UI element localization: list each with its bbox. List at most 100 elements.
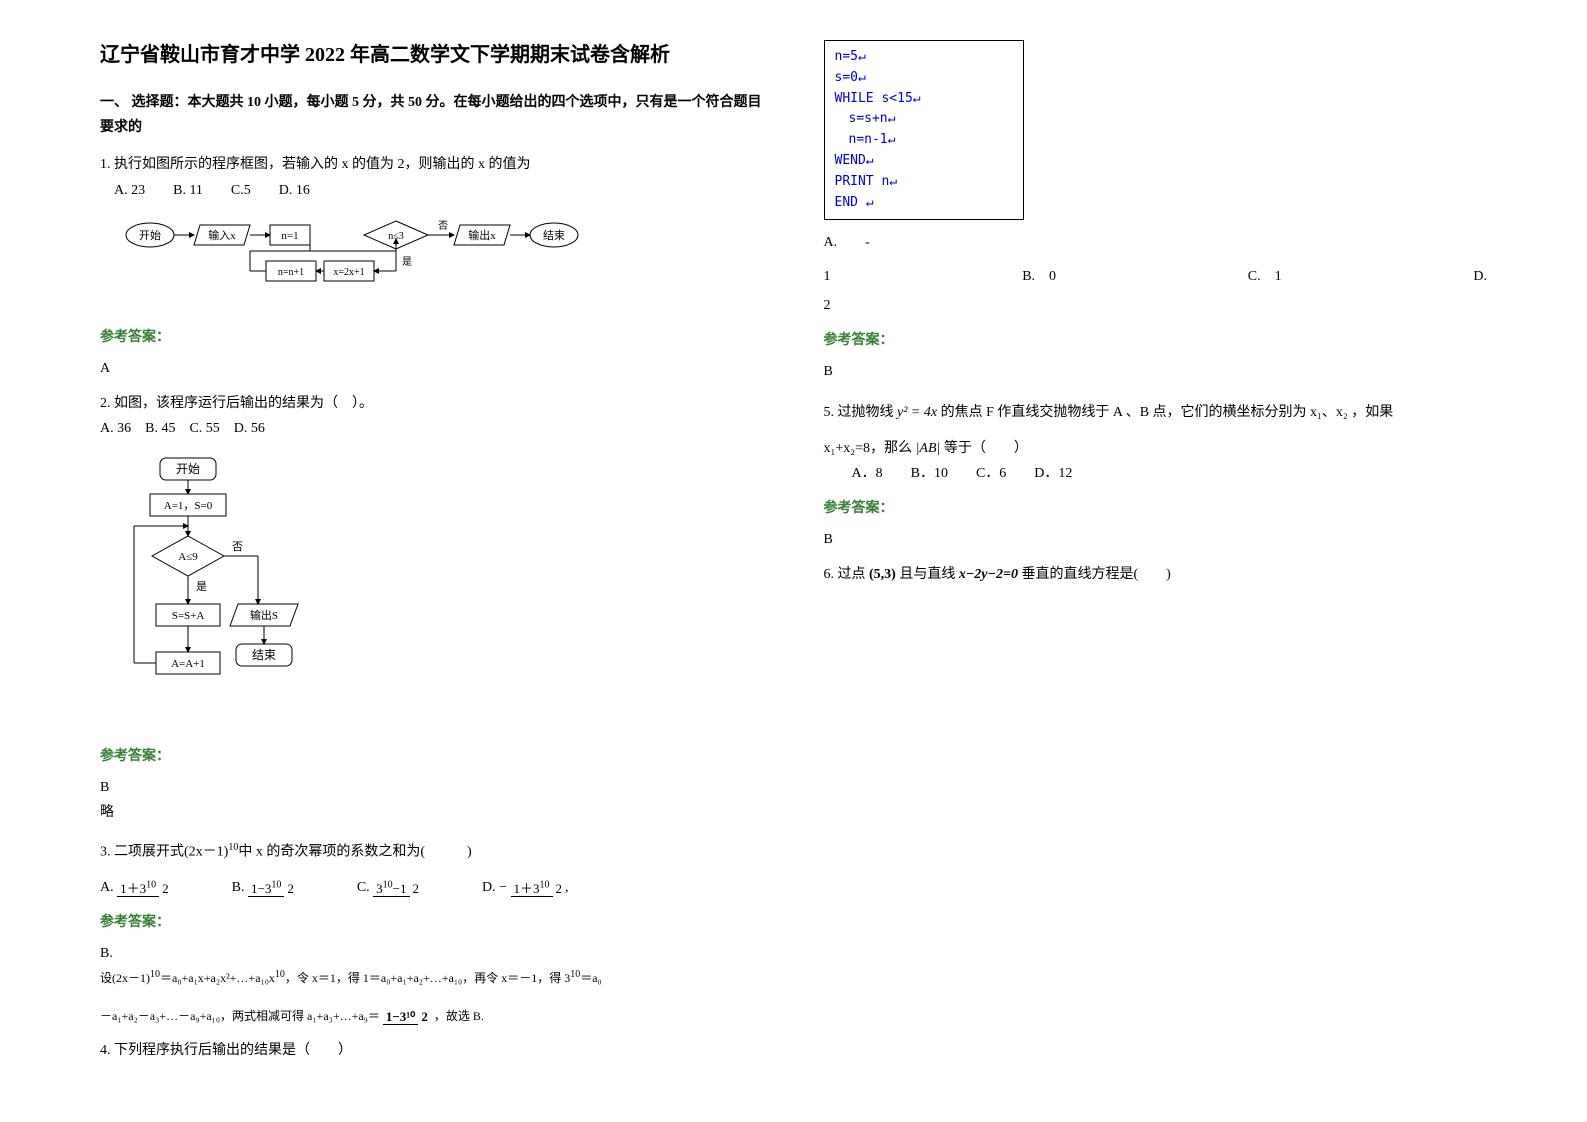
code-l3: WHILE s<15↵ xyxy=(835,89,1013,110)
q2-flow-output: 输出S xyxy=(250,608,278,622)
q3-answer: B. xyxy=(100,941,764,966)
q3-a-den: 2 xyxy=(159,881,172,896)
q6-line: x−2y−2=0 xyxy=(959,567,1018,582)
q3-e1s1: 10 xyxy=(150,969,160,980)
q4-opt-a2: 1 xyxy=(824,264,831,289)
q2-options: A. 36 B. 45 C. 55 D. 56 xyxy=(100,416,764,441)
code-l5: n=n-1↵ xyxy=(835,130,1013,151)
q3-b-num: 1−3 xyxy=(251,881,271,896)
q3-b-den: 2 xyxy=(284,881,297,896)
question-5: 5. 过抛物线 y² = 4x 的焦点 F 作直线交抛物线于 A 、B 点，它们… xyxy=(824,400,1488,425)
q2-flow-end: 结束 xyxy=(252,648,276,662)
q3-opt-d-pre: D. − xyxy=(482,880,507,895)
q3-a-num: 1＋3 xyxy=(120,881,146,896)
q4-opt-b: B. 0 xyxy=(1022,264,1056,289)
flow-output: 输出x xyxy=(468,228,496,242)
q5-options: A．8 B．10 C．6 D．12 xyxy=(824,461,1488,486)
q4-answer: B xyxy=(824,359,1488,384)
q5-text-b: 的焦点 F 作直线交抛物线于 A 、B 点，它们的横坐标分别为 x₁、x₂ ，如… xyxy=(941,405,1394,420)
q3-e1d: ＝a₀ xyxy=(580,971,602,985)
q3-e1b: ＝a₀+a₁x+a₂x²+…+a₁₀x xyxy=(160,971,275,985)
q3-explanation-1: 设(2x－1)10＝a₀+a₁x+a₂x²+…+a₁₀x10，令 x＝1，得 1… xyxy=(100,966,764,990)
q2-flow-no: 否 xyxy=(232,541,243,553)
question-3: 3. 二项展开式(2x－1)10中 x 的奇次幂项的系数之和为( ) xyxy=(100,839,764,865)
q2-flow-sadd: S=S+A xyxy=(172,610,205,622)
q1-answer-label: 参考答案： xyxy=(100,325,764,350)
q6-text-c: 垂直的直线方程是( ) xyxy=(1022,567,1171,582)
q3-e1s2: 10 xyxy=(275,969,285,980)
q5-text2-b: 等于（ ） xyxy=(944,441,1028,456)
q1-answer: A xyxy=(100,356,764,381)
section-1-header: 一、 选择题：本大题共 10 小题，每小题 5 分，共 50 分。在每小题给出的… xyxy=(100,90,764,140)
q3-opt-b: B. 1−3102 xyxy=(232,875,297,900)
q3-explanation-2: －a₁+a₂－a₃+…－a₉+a₁₀，两式相减可得 a₁+a₃+…+a₉＝ 1−… xyxy=(100,1006,764,1028)
q3-c-den: 2 xyxy=(410,881,423,896)
q1-options: A. 23 B. 11 C.5 D. 16 xyxy=(100,178,764,203)
q5-answer-label: 参考答案： xyxy=(824,496,1488,521)
q5-parabola: y² = 4x xyxy=(897,405,937,420)
q1-text: 1. 执行如图所示的程序框图，若输入的 x 的值为 2，则输出的 x 的值为 xyxy=(100,152,764,177)
q5-text2-a: x₁+x₂=8，那么 xyxy=(824,441,913,456)
q3-e2-num: 1−3¹⁰ xyxy=(383,1009,419,1025)
q1-flowchart: 开始 输入x n=1 n≤3 否 输出x 结束 是 xyxy=(120,215,764,305)
q6-text-b: 且与直线 xyxy=(899,567,955,582)
code-l7: PRINT n↵ xyxy=(835,172,1013,193)
q3-e1c: ，令 x＝1，得 1＝a₀+a₁+a₂+…+a₁₀，再令 x＝－1，得 3 xyxy=(285,971,570,985)
q3-opt-d: D. − 1＋3102, xyxy=(482,875,569,900)
q4-code-box: n=5↵ s=0↵ WHILE s<15↵ s=s+n↵ n=n-1↵ WEND… xyxy=(824,40,1024,220)
q3-opt-b-pre: B. xyxy=(232,880,245,895)
flow-yes: 是 xyxy=(402,256,412,268)
q3-b-sup: 10 xyxy=(271,879,281,890)
question-2: 2. 如图，该程序运行后输出的结果为（ ）。 A. 36 B. 45 C. 55… xyxy=(100,391,764,441)
q3-opt-a: A. 1＋3102 xyxy=(100,875,172,900)
q3-opt-c: C. 310−12 xyxy=(357,875,422,900)
code-l1: n=5↵ xyxy=(835,47,1013,68)
q5-answer: B xyxy=(824,527,1488,552)
q3-text-a: 3. 二项展开式(2x－1) xyxy=(100,845,228,860)
q3-exp: 10 xyxy=(228,842,238,853)
q3-a-sup: 10 xyxy=(146,879,156,890)
q3-c-sup: 10 xyxy=(383,879,393,890)
question-4: 4. 下列程序执行后输出的结果是（ ） xyxy=(100,1038,764,1063)
q4-opt-d: D. xyxy=(1473,264,1487,289)
q4-opt-d2: 2 xyxy=(824,293,1488,318)
flow-xop: x=2x+1 xyxy=(333,267,364,278)
q2-flow-start: 开始 xyxy=(176,462,200,476)
code-l8: END ↵ xyxy=(835,193,1013,214)
q2-flow-cond: A≤9 xyxy=(178,551,198,563)
q4-opt-c: C. 1 xyxy=(1248,264,1282,289)
q3-options: A. 1＋3102 B. 1−3102 C. 310−12 D. − 1＋310… xyxy=(100,875,764,900)
q2-text: 2. 如图，该程序运行后输出的结果为（ ）。 xyxy=(100,391,764,416)
document-title: 辽宁省鞍山市育才中学 2022 年高二数学文下学期期末试卷含解析 xyxy=(100,40,764,70)
flow-no: 否 xyxy=(438,220,448,232)
q3-e2-den: 2 xyxy=(418,1009,431,1024)
q3-e1s3: 10 xyxy=(570,969,580,980)
q3-d-sup: 10 xyxy=(540,879,550,890)
q6-point: (5,3) xyxy=(869,567,896,582)
q6-text-a: 6. 过点 xyxy=(824,567,866,582)
q4-options: 1 B. 0 C. 1 D. xyxy=(824,264,1488,289)
q5-ab: |AB| xyxy=(916,441,941,456)
q3-e2a: －a₁+a₂－a₃+…－a₉+a₁₀，两式相减可得 a₁+a₃+…+a₉＝ xyxy=(100,1009,380,1023)
code-l6: WEND↵ xyxy=(835,151,1013,172)
q4-opt-a: A. - xyxy=(824,230,1488,255)
q2-flow-init: A=1，S=0 xyxy=(164,500,213,512)
q3-e1a: 设(2x－1) xyxy=(100,971,150,985)
q2-answer-label: 参考答案： xyxy=(100,744,764,769)
q3-e2b: ，故选 B. xyxy=(434,1009,484,1023)
flow-input: 输入x xyxy=(208,228,236,242)
flow-cond: n≤3 xyxy=(388,231,404,242)
q3-opt-a-pre: A. xyxy=(100,880,114,895)
q2-flow-yes: 是 xyxy=(196,580,207,593)
q3-text-b: 中 x 的奇次幂项的系数之和为( ) xyxy=(238,845,471,860)
q2-explanation: 略 xyxy=(100,800,764,825)
question-6: 6. 过点 (5,3) 且与直线 x−2y−2=0 垂直的直线方程是( ) xyxy=(824,562,1488,587)
q2-answer: B xyxy=(100,775,764,800)
code-l2: s=0↵ xyxy=(835,68,1013,89)
q2-flow-ainc: A=A+1 xyxy=(171,658,205,670)
q5-text-a: 5. 过抛物线 xyxy=(824,405,894,420)
q4-answer-label: 参考答案： xyxy=(824,328,1488,353)
flow-n1: n=1 xyxy=(281,230,298,242)
question-1: 1. 执行如图所示的程序框图，若输入的 x 的值为 2，则输出的 x 的值为 A… xyxy=(100,152,764,202)
q3-opt-c-pre: C. xyxy=(357,880,370,895)
